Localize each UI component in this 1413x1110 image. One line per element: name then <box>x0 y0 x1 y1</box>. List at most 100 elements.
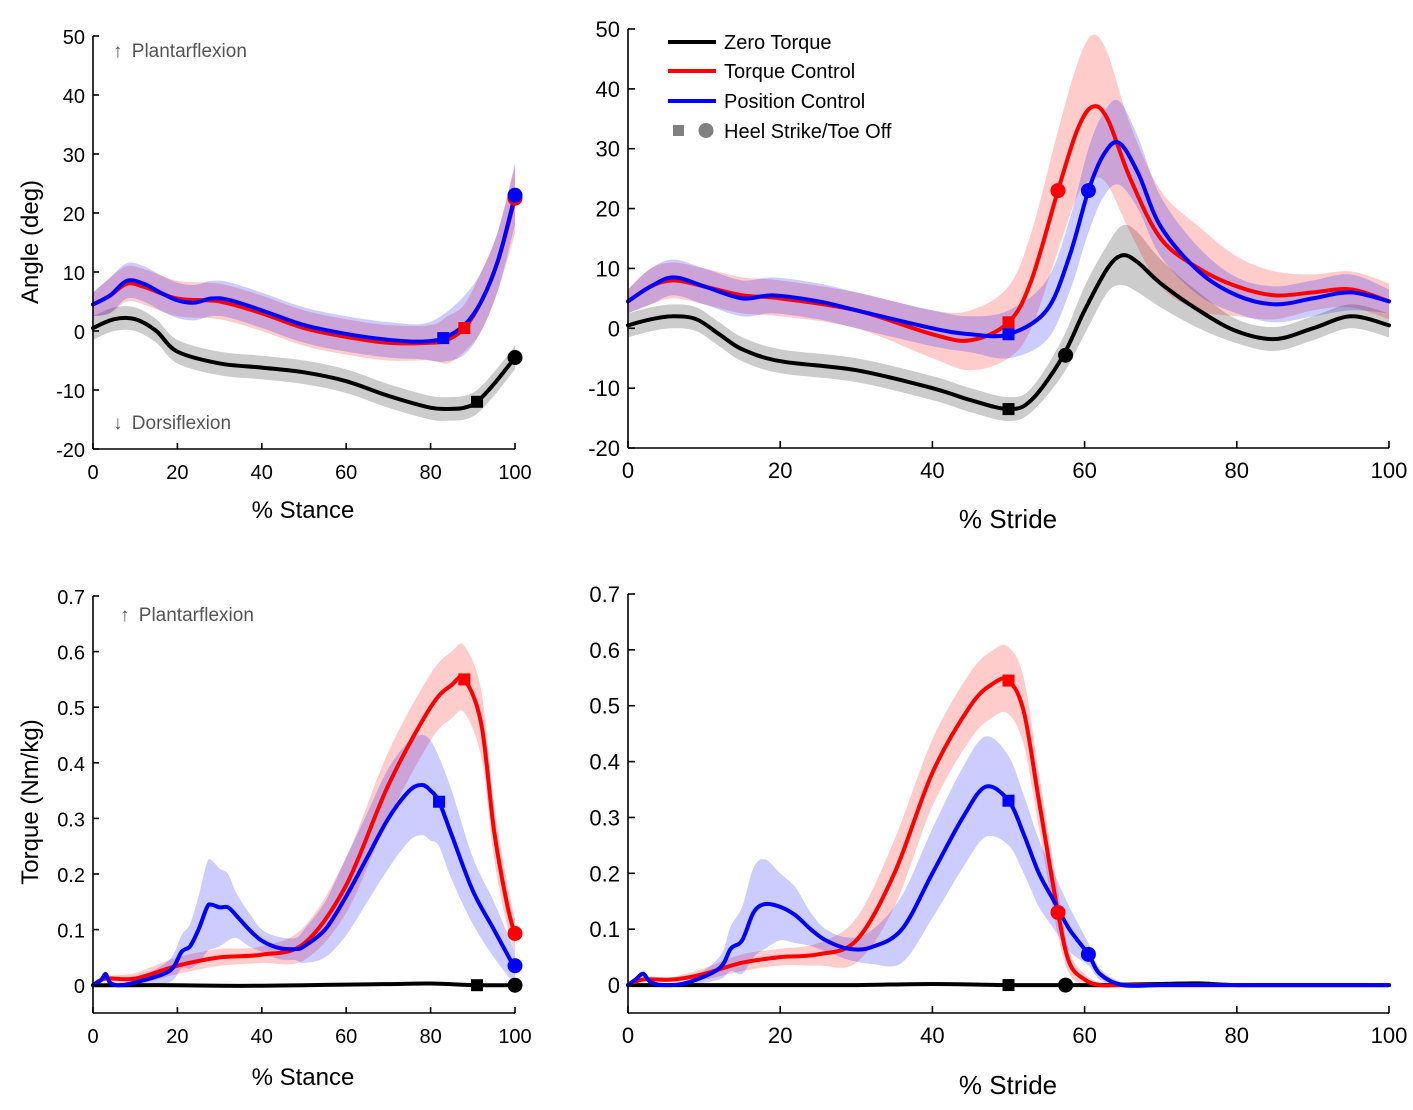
x-tick-label: 20 <box>166 1026 188 1048</box>
annotation-dorsiflexion-text: Dorsiflexion <box>132 413 231 434</box>
y-tick-label: 0 <box>608 973 620 998</box>
x-tick-label: 20 <box>768 458 792 483</box>
y-tick-label: 0.6 <box>589 638 620 663</box>
y-tick-label: 0.1 <box>589 917 620 942</box>
band-torque <box>93 643 515 987</box>
y-tick-label: 30 <box>596 137 620 162</box>
legend-label-position: Position Control <box>724 91 865 113</box>
band-zero <box>93 306 515 421</box>
legend-circle-marker-icon <box>698 123 714 138</box>
line-position <box>626 140 1391 339</box>
legend: Zero Torque Torque Control Position Cont… <box>668 32 892 143</box>
y-tick-label: 10 <box>596 256 620 281</box>
confidence-bands <box>93 162 515 421</box>
toe-off-marker-zero <box>1058 347 1074 363</box>
toe-off-marker-torque <box>1050 183 1066 199</box>
x-tick-label: 0 <box>622 458 634 483</box>
annotation-plantarflexion-text: Plantarflexion <box>139 605 254 626</box>
y-tick-label: 30 <box>63 145 85 167</box>
axes: 0 20 40 60 80 100 0.7 0.6 0.5 0.4 0.3 0.2 0.1 0 <box>589 582 1407 1048</box>
axes: 0 20 40 60 80 100 0.7 0.6 0.5 0.4 0.3 0.2 0.1 0 <box>57 587 532 1048</box>
y-axis-label: Angle (deg) <box>17 180 44 304</box>
annotation-plantarflexion: ↑ Plantarflexion <box>120 605 254 626</box>
y-tick-label: 0.5 <box>589 694 620 719</box>
x-tick-label: 100 <box>498 462 531 484</box>
y-tick-label: 50 <box>63 27 85 49</box>
y-tick-label: 0.3 <box>57 809 85 831</box>
x-axis-label: % Stance <box>252 1064 355 1091</box>
toe-off-marker-torque <box>507 925 523 941</box>
y-tick-label: 0.7 <box>589 582 620 607</box>
annotation-plantarflexion: ↑ Plantarflexion <box>113 41 247 62</box>
line-position <box>626 784 1391 988</box>
event-markers <box>433 673 523 993</box>
event-markers <box>437 187 523 408</box>
y-axis-label: Torque (Nm/kg) <box>17 719 44 884</box>
y-tick-label: -20 <box>588 436 620 461</box>
y-tick-label: 0.6 <box>57 643 85 665</box>
y-tick-label: 0.4 <box>589 750 620 775</box>
panel-torque-stance: 0 20 40 60 80 100 0.7 0.6 0.5 0.4 0.3 0.2 0.1 0 % Sta… <box>17 587 532 1091</box>
y-tick-label: 0.2 <box>57 865 85 887</box>
x-tick-label: 20 <box>166 462 188 484</box>
x-tick-label: 40 <box>920 1023 944 1048</box>
x-tick-label: 40 <box>251 462 273 484</box>
band-position <box>93 735 515 987</box>
y-tick-label: 10 <box>63 263 85 285</box>
x-tick-label: 100 <box>1371 1023 1408 1048</box>
line-zero <box>626 253 1391 412</box>
confidence-bands <box>628 34 1389 422</box>
legend-label-events: Heel Strike/Toe Off <box>724 121 892 143</box>
line-torque <box>91 674 517 988</box>
x-tick-label: 40 <box>251 1026 273 1048</box>
toe-off-marker-position <box>1080 946 1096 962</box>
band-zero <box>628 224 1389 422</box>
band-position <box>93 165 515 362</box>
heel-strike-marker-zero <box>471 979 484 992</box>
y-tick-label: 0.2 <box>589 861 620 886</box>
event-markers <box>1002 674 1096 993</box>
down-arrow-icon: ↓ <box>113 413 123 434</box>
band-position <box>628 736 1389 989</box>
y-tick-label: 40 <box>63 86 85 108</box>
panel-torque-stride: 0 20 40 60 80 100 0.7 0.6 0.5 0.4 0.3 0.2 0.1 0 % Str… <box>589 582 1407 1100</box>
y-tick-label: 0 <box>608 316 620 341</box>
line-position <box>91 783 517 988</box>
y-tick-label: 20 <box>596 197 620 222</box>
up-arrow-icon: ↑ <box>120 605 130 626</box>
x-tick-label: 60 <box>1072 458 1096 483</box>
heel-strike-marker-position <box>433 795 446 808</box>
y-tick-label: -10 <box>56 381 85 403</box>
line-zero <box>91 981 517 988</box>
series-lines <box>626 104 1391 412</box>
band-position <box>628 99 1389 359</box>
y-tick-label: -20 <box>56 440 85 462</box>
toe-off-marker-position <box>1080 183 1096 199</box>
y-tick-label: 50 <box>596 17 620 42</box>
x-tick-label: 60 <box>335 1026 357 1048</box>
annotation-dorsiflexion: ↓ Dorsiflexion <box>113 413 231 434</box>
y-tick-label: 0 <box>74 322 85 344</box>
x-tick-label: 60 <box>335 462 357 484</box>
x-axis-label: % Stance <box>252 497 355 524</box>
x-tick-label: 80 <box>419 1026 441 1048</box>
line-zero <box>91 315 517 412</box>
x-tick-label: 100 <box>1371 458 1408 483</box>
heel-strike-marker-zero <box>1002 403 1015 416</box>
heel-strike-marker-zero <box>1002 979 1015 992</box>
heel-strike-marker-position <box>1002 794 1015 807</box>
event-markers <box>1002 183 1096 416</box>
heel-strike-marker-torque <box>1002 674 1015 687</box>
legend-square-marker-icon <box>673 125 684 136</box>
toe-off-marker-position <box>507 187 523 203</box>
x-tick-label: 80 <box>419 462 441 484</box>
y-tick-label: 0.4 <box>57 754 85 776</box>
heel-strike-marker-zero <box>471 395 484 408</box>
x-tick-label: 80 <box>1225 458 1249 483</box>
toe-off-marker-zero <box>507 977 523 993</box>
